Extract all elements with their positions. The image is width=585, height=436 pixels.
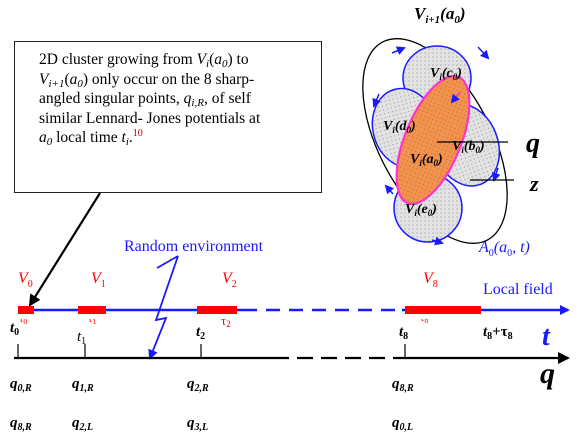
q-row2-1: q2,L [72, 415, 93, 433]
callout-text: ( [209, 51, 215, 68]
tick-t2: t2 [196, 324, 205, 342]
callout-text: t [121, 129, 126, 146]
callout-text: angled singular points, [39, 90, 184, 107]
q-row1-0: q0,R [10, 376, 32, 394]
callout-text: 0 [77, 77, 83, 90]
local-field-function-label: A0(a0, t) [478, 239, 530, 259]
random-environment-label: Random environment [124, 238, 264, 255]
callout-text: ( [64, 70, 70, 88]
callout-line: 2D cluster growing from Vi(a0) to [39, 50, 311, 70]
petal-b-label: Vi(b0) [452, 139, 485, 155]
q-row1-2: q2,R [187, 376, 209, 394]
v8-label: V8 [423, 270, 438, 290]
segment-v8 [405, 306, 481, 314]
v2-label: V2 [222, 270, 237, 290]
callout-text: 0 [222, 58, 228, 70]
q-row2-0: q8,R [10, 415, 32, 433]
tick-t0: t0 [10, 320, 19, 338]
tick-t8-plus-tau8: t8+τ8 [483, 324, 513, 342]
callout-text: q [183, 90, 192, 107]
q-row2-8: q0,L [392, 415, 413, 433]
v0-label: V0 [18, 270, 33, 290]
callout-text: i [206, 58, 210, 70]
callout-text: a [39, 129, 47, 146]
callout-line: Vi+1(a0) only occur on the 8 sharp- [39, 70, 311, 90]
q-row2-2: q3,L [187, 415, 208, 433]
callout-text: similar Lennard- Jones potentials at [39, 109, 261, 127]
center-cluster-label: Vi(a0) [410, 152, 443, 168]
random-environment-branch [156, 255, 179, 269]
cluster-diagram: Vi+1(a0) Vi(c0) Vi(d0) Vi(b0) Vi(e0) [362, 4, 540, 259]
callout-line: angled singular points, qi,R, of self [39, 89, 311, 109]
time-axis-label: t [542, 321, 551, 352]
q-axis-label: q [540, 357, 555, 390]
cluster-z-label: z [529, 171, 539, 196]
petal-arrow [450, 91, 461, 104]
q-axis: q q0,R q1,R q2,R q8,R q8,R q2,L q3,L q0,… [10, 344, 570, 433]
outer-cluster-label: Vi+1(a0) [414, 4, 466, 26]
center-cluster [395, 74, 471, 206]
segment-v0 [18, 306, 34, 314]
petal-arrow [477, 46, 490, 60]
callout-text: 2D cluster growing from [39, 51, 197, 68]
callout-text: a [69, 70, 78, 88]
callout-text: a [214, 51, 223, 68]
petal-e-label: Vi(e0) [405, 202, 437, 218]
callout-text: i,R [191, 97, 204, 109]
petal-c-label: Vi(c0) [430, 66, 462, 82]
q-row1-8: q8,R [392, 376, 414, 394]
random-environment-arrow [148, 255, 179, 360]
callout-line: similar Lennard- Jones potentials at [39, 109, 311, 129]
petal-arrow [491, 167, 501, 182]
callout-line: a0 local time ti.10 [39, 128, 311, 148]
callout-text: , of self [203, 90, 251, 107]
callout-text: 10 [132, 128, 143, 139]
petal-arrow [384, 184, 394, 195]
callout-text: local time [52, 129, 122, 146]
segment-v1 [78, 306, 106, 314]
petal-d-label: Vi(d0) [383, 119, 416, 135]
tick-t1: t1 [77, 329, 86, 347]
petal-arrow [431, 236, 444, 246]
callout-pointer-arrow [28, 192, 101, 307]
callout-text: ) to [227, 51, 249, 68]
tau0-label: τ0 [19, 313, 27, 326]
tau2-label: τ2 [221, 313, 231, 329]
tick-t8: t8 [399, 324, 408, 342]
callout-text: i [125, 136, 129, 148]
local-field-label: Local field [483, 281, 553, 298]
segment-v2 [197, 306, 237, 314]
callout-box: 2D cluster growing from Vi(a0) to Vi+1(a0… [14, 41, 322, 193]
tau1-label: τ1 [88, 313, 96, 326]
callout-text: ) only occur on the 8 sharp- [82, 70, 255, 88]
v1-label: V1 [91, 270, 106, 290]
callout-text: i+1 [48, 77, 65, 90]
petal-arrow [391, 46, 406, 55]
callout-text: V [196, 51, 207, 68]
callout-text: . [128, 129, 133, 146]
time-axis: t V0 V1 V2 V8 τ0 τ1 τ2 τ8 t0 t1 t2 t8 t8… [0, 238, 585, 360]
q-row1-1: q1,R [72, 376, 94, 394]
callout-text: V [39, 70, 49, 88]
cluster-q-label: q [526, 128, 540, 159]
petal-arrow [372, 93, 381, 108]
callout-text: 0 [46, 136, 53, 148]
